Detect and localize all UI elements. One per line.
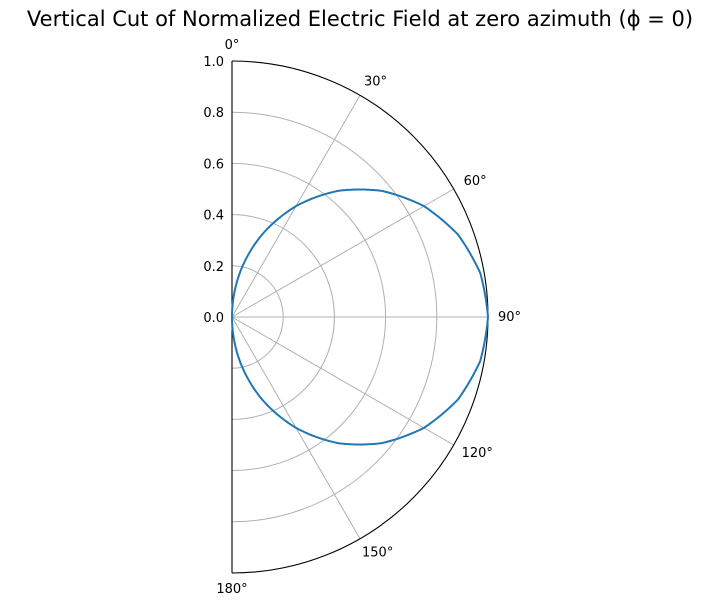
- r-tick-label: 1.0: [203, 55, 224, 70]
- r-tick-label: 0.0: [203, 311, 224, 326]
- theta-tick-label: 60°: [464, 174, 487, 189]
- r-tick-label: 0.4: [203, 209, 224, 224]
- angular-gridline: [231, 188, 454, 318]
- theta-tick-label: 150°: [362, 546, 393, 561]
- tick-label-layer: 0° 30° 60° 90° 120° 150° 180° 0.0 0.2 0.4 0.6 0.8 1.…: [203, 38, 521, 597]
- r-tick-label: 0.8: [203, 106, 224, 121]
- r-tick-label: 0.2: [203, 260, 224, 275]
- theta-tick-label: 180°: [216, 582, 247, 597]
- theta-tick-label: 90°: [498, 310, 521, 325]
- r-tick-label: 0.6: [203, 157, 224, 172]
- theta-tick-label: 30°: [364, 74, 387, 89]
- series-layer: [231, 188, 490, 446]
- chart-title: Vertical Cut of Normalized Electric Fiel…: [27, 7, 693, 31]
- angular-gridline: [231, 316, 454, 446]
- theta-tick-label: 0°: [225, 38, 240, 53]
- grid-layer: [231, 95, 488, 539]
- theta-tick-label: 120°: [462, 446, 493, 461]
